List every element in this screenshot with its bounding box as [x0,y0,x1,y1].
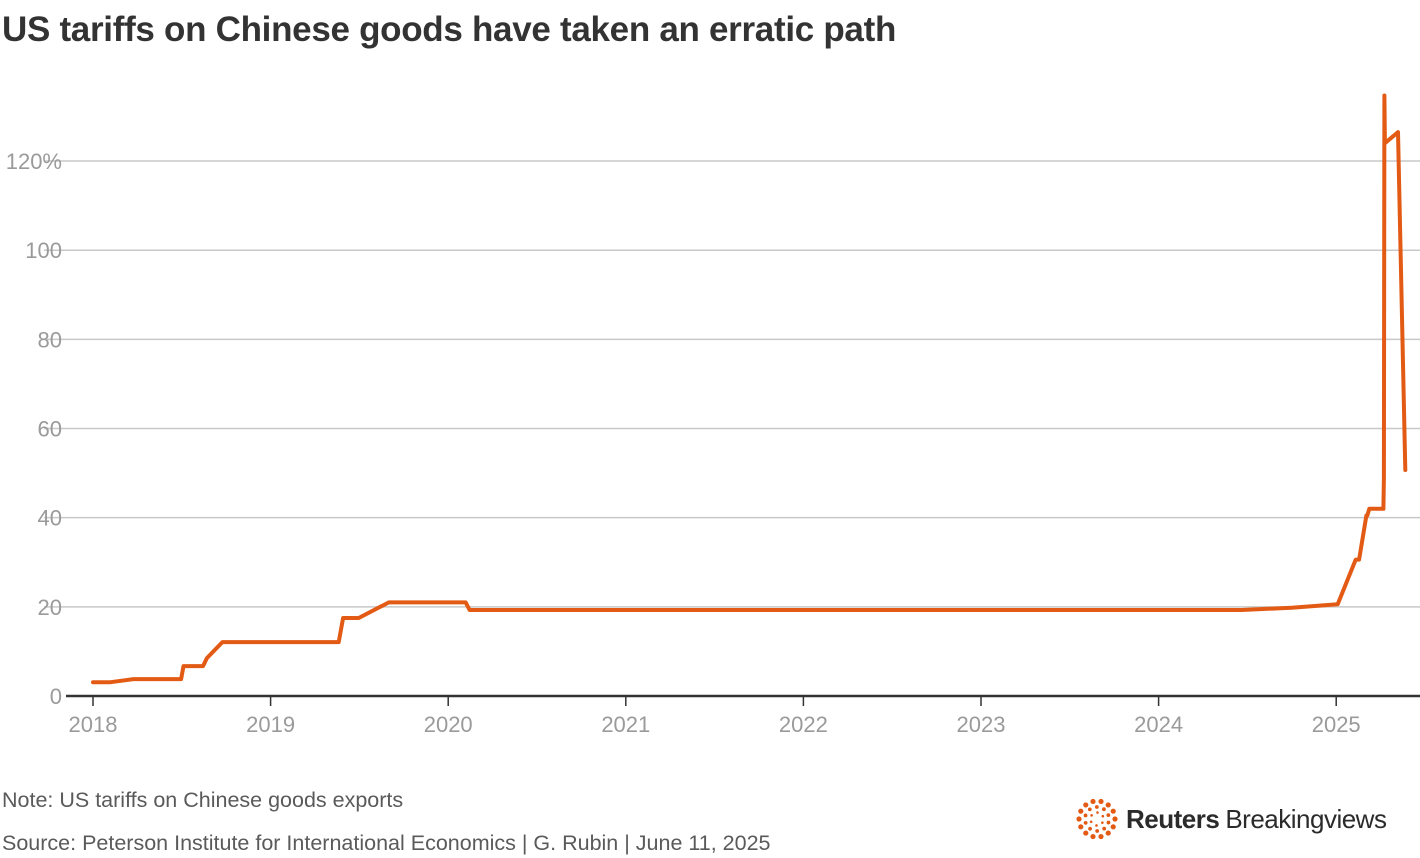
logo-dot [1105,802,1111,808]
logo-dot [1078,808,1084,814]
chart-note: Note: US tariffs on Chinese goods export… [2,788,404,812]
y-tick-label: 120% [6,149,62,174]
x-tick-label: 2019 [246,712,295,737]
logo-dot [1110,808,1116,814]
logo-dot [1083,830,1089,836]
x-tick-label: 2023 [957,712,1006,737]
reuters-dot-ring-logo-icon [1076,798,1118,840]
logo-dot [1102,826,1107,831]
x-axis-ticks: 2018 2019 2020 2021 2022 2023 2024 2025 [69,696,1361,737]
logo-dot [1101,814,1105,818]
line-chart: 0 20 40 60 80 100 120% 2018 2019 2020 2021 2022 202… [6,93,1420,737]
logo-dot [1076,816,1082,822]
logo-dot [1106,813,1111,818]
series-line-tariff-rate [91,93,1408,685]
y-tick-label: 40 [38,506,62,531]
logo-dot [1112,816,1118,822]
logo-brand: Reuters [1126,803,1220,834]
logo-dot [1095,829,1100,833]
logo-dot [1110,824,1116,830]
logo-dot [1090,814,1093,817]
y-axis-ticks: 0 20 40 60 80 100 120% [6,149,62,709]
y-tick-label: 80 [38,327,62,352]
logo-dot [1089,820,1093,824]
logo-dot [1088,826,1092,831]
logo-product: Breakingviews [1225,803,1387,834]
logo-dot [1106,820,1111,825]
logo-dot [1096,811,1099,814]
logo-dot [1083,813,1088,818]
logo-dot [1105,830,1111,836]
logo-dot [1098,798,1104,805]
logo-dot [1098,833,1104,840]
x-tick-label: 2020 [424,712,473,737]
logo-dot [1094,805,1099,809]
y-tick-label: 100 [25,238,62,263]
y-tick-label: 20 [38,595,62,620]
logo-dot [1090,798,1096,805]
x-tick-label: 2018 [69,712,118,737]
y-tick-label: 60 [38,417,62,442]
logo-dot [1101,821,1104,824]
logo-dot [1083,820,1088,825]
gridlines [44,160,1420,608]
x-tick-label: 2021 [601,712,650,737]
x-tick-label: 2024 [1134,712,1183,737]
logo-dot [1095,824,1098,827]
logo-dot [1083,802,1089,808]
x-tick-label: 2022 [779,712,828,737]
logo-dot [1102,807,1106,812]
chart-source: Source: Peterson Institute for Internati… [2,831,771,855]
logo-dot [1078,824,1084,830]
x-tick-label: 2025 [1312,712,1361,737]
logo-dot [1087,807,1092,812]
y-tick-label: 0 [50,684,62,709]
logo-dot [1090,833,1096,840]
chart-title: US tariffs on Chinese goods have taken a… [2,10,897,49]
reuters-breakingviews-logo: Reuters Breakingviews [1076,798,1387,840]
